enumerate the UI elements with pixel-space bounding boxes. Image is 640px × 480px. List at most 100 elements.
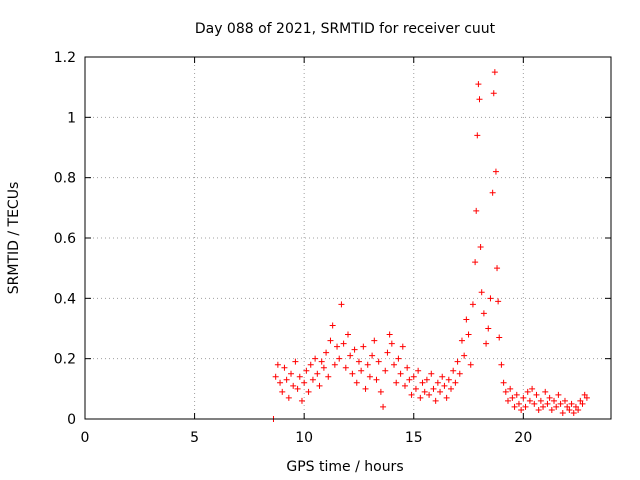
data-point [386,331,393,338]
data-point [478,289,485,296]
data-point [437,388,444,395]
data-point [399,343,406,350]
data-point [358,367,365,374]
data-point [487,295,494,302]
data-point [570,409,577,416]
y-tick-label: 0.4 [54,291,76,307]
data-point [369,352,376,359]
data-point [548,406,555,413]
data-point [577,397,584,404]
data-point [474,132,481,139]
data-point [410,373,417,380]
data-point [544,400,551,407]
data-point [535,406,542,413]
data-point [529,385,536,392]
data-point [277,379,284,386]
data-point [281,364,288,371]
data-point [292,358,299,365]
data-point [568,400,575,407]
data-point [434,379,441,386]
data-point [491,69,498,76]
data-point [533,391,540,398]
data-point [307,361,314,368]
data-point [489,189,496,196]
data-point [476,96,483,103]
data-point [395,355,402,362]
data-point [360,343,367,350]
data-point [463,316,470,323]
data-point [557,400,564,407]
data-point [441,382,448,389]
data-point [294,385,301,392]
data-point [303,367,310,374]
data-point [366,373,373,380]
data-point [432,397,439,404]
x-tick-label: 10 [295,430,313,446]
data-point [551,397,558,404]
data-point [283,376,290,383]
y-axis-label: SRMTID / TECUs [6,182,22,295]
data-point [546,394,553,401]
data-point [377,388,384,395]
data-point [583,394,590,401]
data-point [380,403,387,410]
data-point [272,373,279,380]
data-point [507,385,514,392]
data-point [415,367,422,374]
chart-title: Day 088 of 2021, SRMTID for receiver cuu… [195,21,496,37]
data-point [345,331,351,338]
data-point [288,370,295,377]
data-point [572,403,579,410]
data-point [467,361,474,368]
data-point [458,337,465,344]
data-point [349,370,356,377]
x-tick-label: 5 [190,430,199,446]
data-point [553,403,560,410]
data-point [522,403,529,410]
data-point [325,373,332,380]
data-point [542,388,549,395]
data-point [496,334,503,341]
data-point [342,364,349,371]
data-point [375,358,382,365]
data-point [314,370,321,377]
data-point [564,403,571,410]
data-point [579,400,586,407]
data-point [323,349,330,356]
data-point [290,382,297,389]
data-point [305,388,312,395]
data-point [309,376,316,383]
y-tick-label: 0.8 [54,171,76,187]
x-tick-label: 15 [405,430,423,446]
data-point [406,376,413,383]
data-point [351,346,358,353]
data-point [439,373,446,380]
data-point [485,325,492,332]
data-point [511,403,518,410]
y-tick-label: 0.2 [54,352,76,368]
data-point [513,391,520,398]
data-point [340,340,347,347]
data-point [388,340,395,347]
data-point [353,379,360,386]
y-tick-label: 1.2 [54,50,76,66]
data-point [274,361,281,368]
data-point [475,81,482,88]
data-point [318,358,325,365]
data-point [404,364,411,371]
data-point [338,301,345,308]
data-point [445,376,452,383]
data-point [419,379,426,386]
data-point [555,391,562,398]
data-point [537,397,544,404]
data-point [559,409,566,416]
data-point [490,90,497,97]
data-point [373,376,380,383]
data-point [382,367,389,374]
data-point [408,391,415,398]
data-point [472,259,479,266]
data-point [483,340,490,347]
data-point [401,382,408,389]
data-point [531,400,538,407]
data-point [498,361,505,368]
